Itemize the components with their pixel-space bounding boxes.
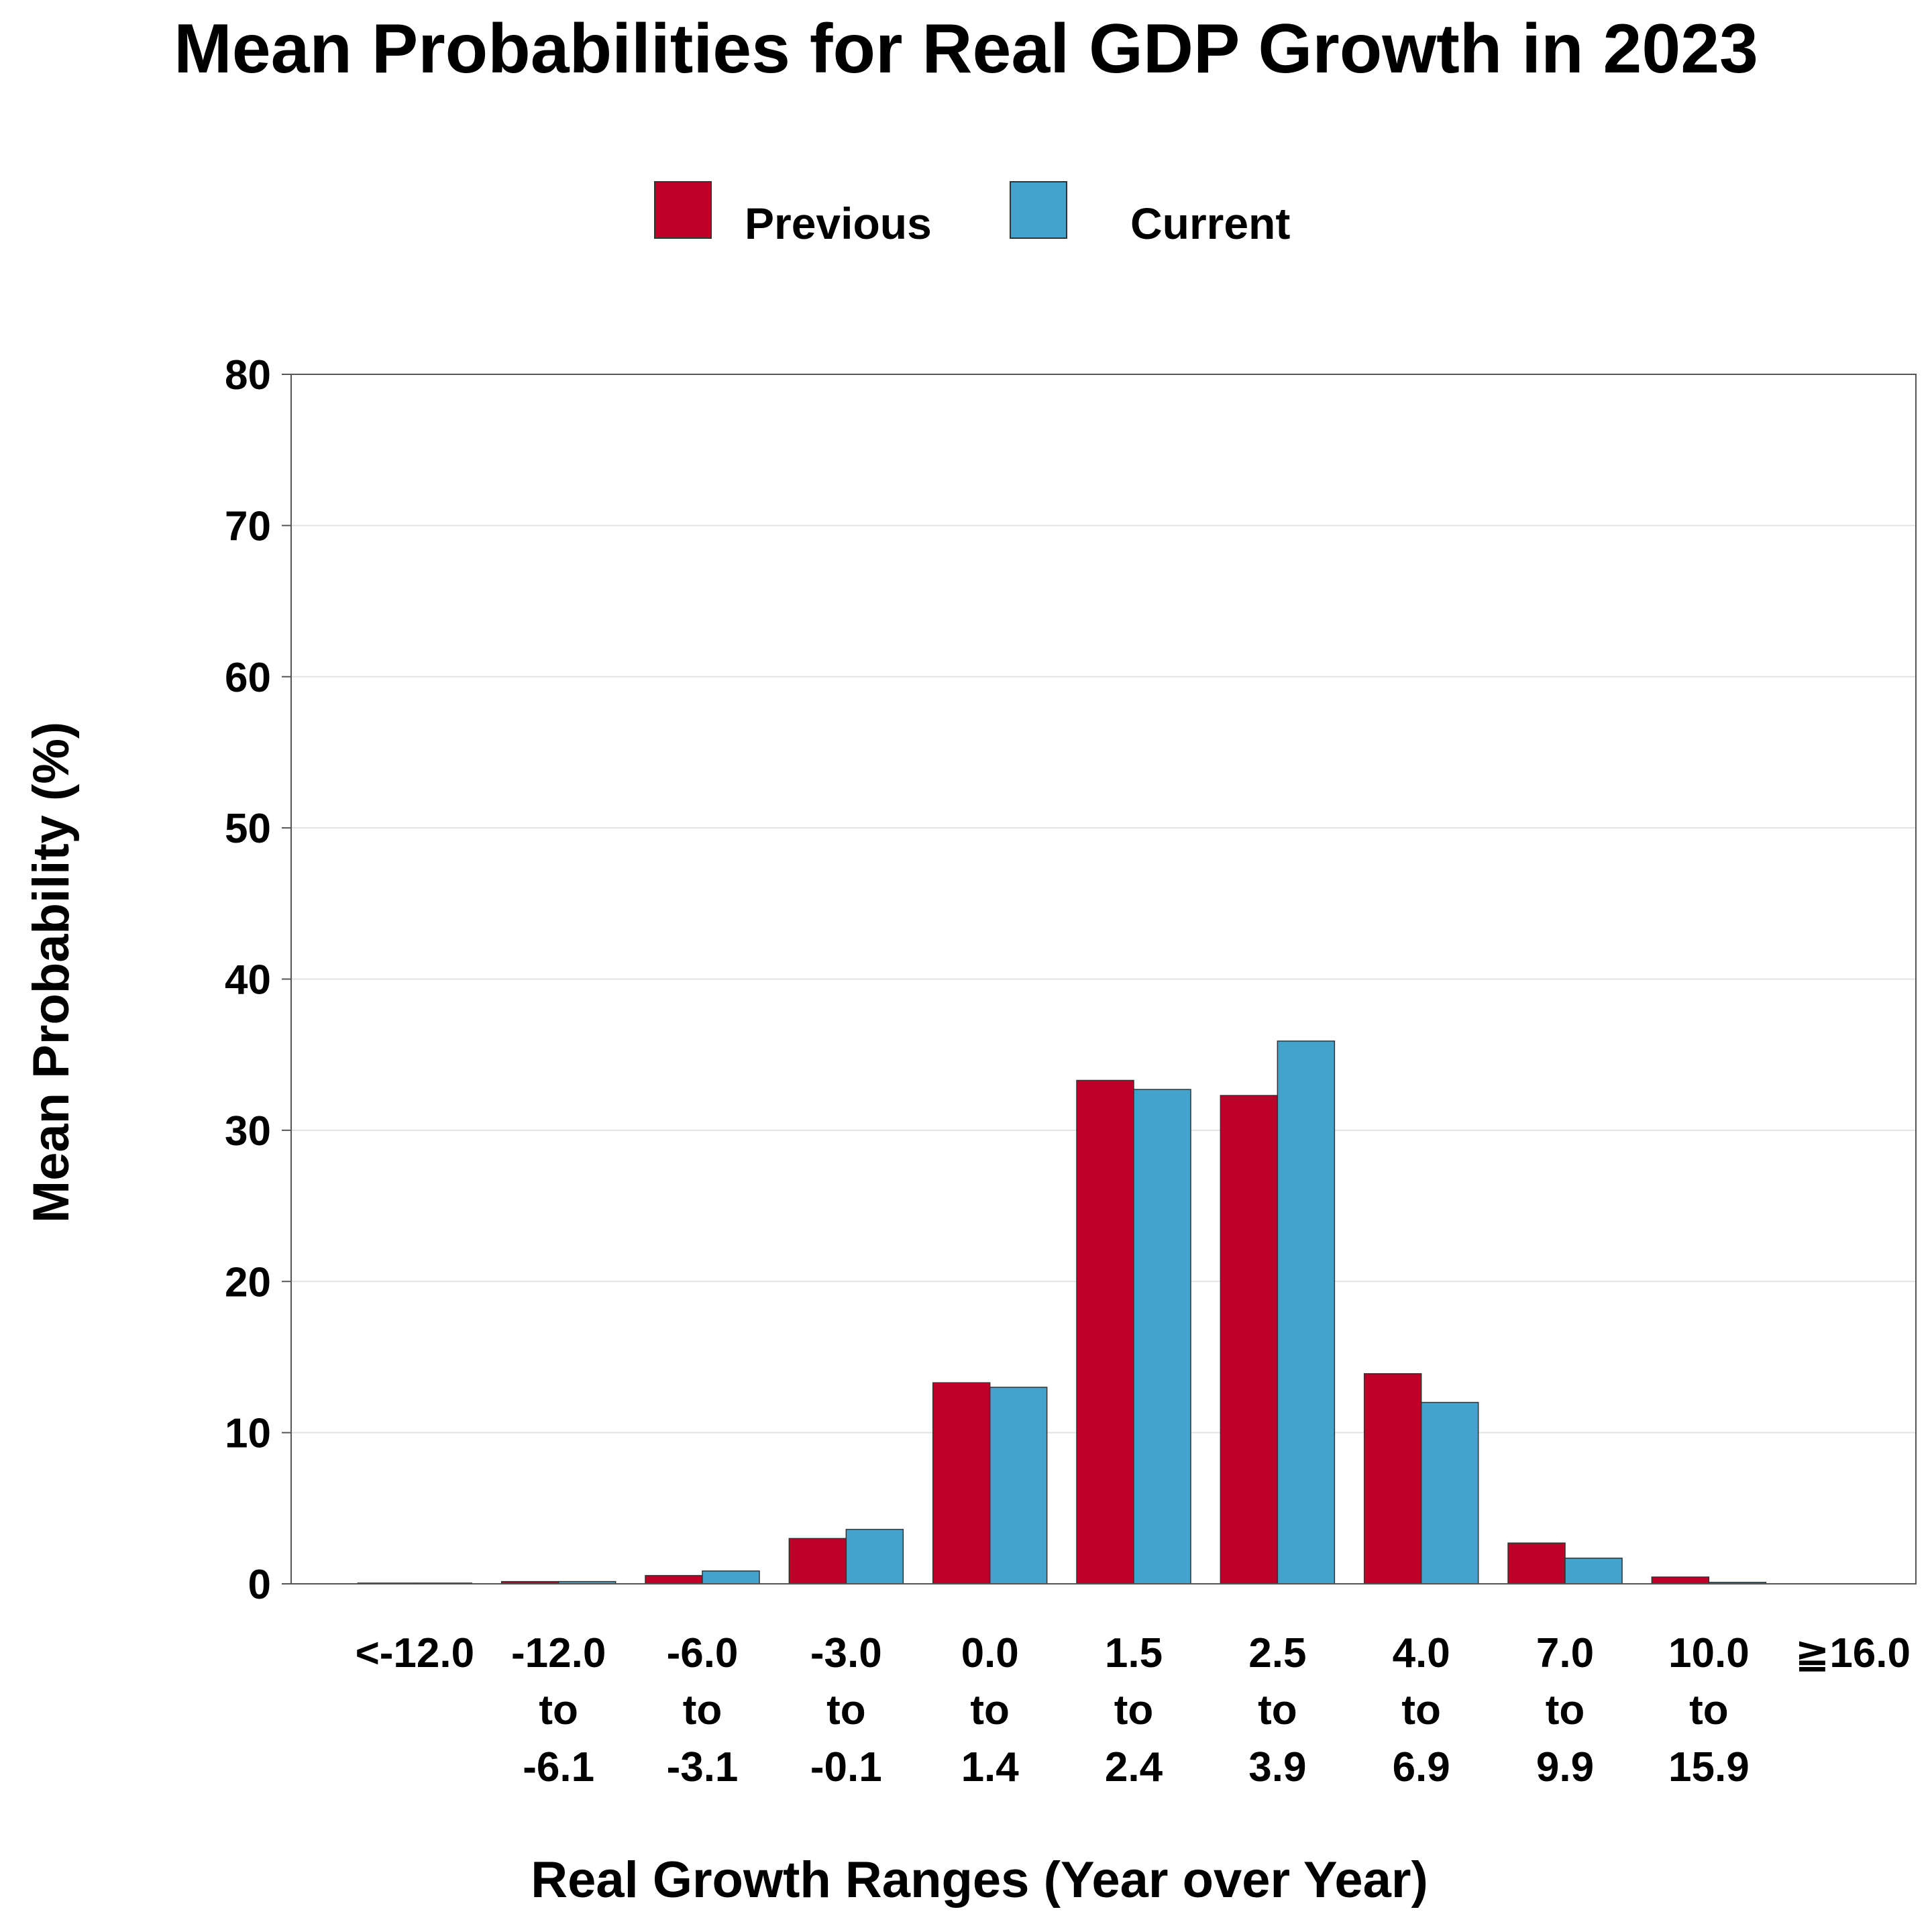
- x-category-label: 7.0: [1536, 1630, 1594, 1676]
- x-category-label: -3.0: [810, 1630, 882, 1676]
- x-category-label: to: [1258, 1687, 1297, 1733]
- x-category-label: -6.1: [523, 1744, 594, 1790]
- bar-current-6: [1277, 1040, 1336, 1585]
- x-category-label: 9.9: [1536, 1744, 1594, 1790]
- bar-previous-7: [1363, 1373, 1422, 1585]
- chart-title: Mean Probabilities for Real GDP Growth i…: [174, 10, 1758, 88]
- bar-current-7: [1420, 1401, 1479, 1585]
- bar-previous-2: [645, 1574, 703, 1585]
- x-category-label: 6.9: [1393, 1744, 1450, 1790]
- x-category-label: 3.9: [1248, 1744, 1306, 1790]
- x-category-label: 15.9: [1668, 1744, 1750, 1790]
- x-axis-title: Real Growth Ranges (Year over Year): [531, 1851, 1428, 1909]
- x-category-label: 1.5: [1105, 1630, 1163, 1676]
- y-tick-label: 0: [248, 1562, 271, 1608]
- bars: [357, 1040, 1767, 1585]
- bar-current-2: [702, 1570, 760, 1585]
- x-category-label: -0.1: [810, 1744, 882, 1790]
- x-category-label: to: [826, 1687, 866, 1733]
- y-axis-ticks: 0 10 20 30 40 50 60 70 80: [225, 352, 291, 1608]
- y-tick-label: 10: [225, 1411, 271, 1457]
- x-category-label: to: [539, 1687, 578, 1733]
- bar-previous-9: [1651, 1576, 1710, 1585]
- x-category-label: ≧16.0: [1794, 1630, 1911, 1676]
- x-category-label: 2.5: [1248, 1630, 1306, 1676]
- y-tick-label: 60: [225, 655, 271, 701]
- x-category-label: -12.0: [511, 1630, 606, 1676]
- legend-label-previous: Previous: [745, 199, 932, 248]
- bar-current-4: [989, 1387, 1048, 1585]
- legend: Previous Current: [0, 181, 1932, 255]
- x-category-label: -6.0: [667, 1630, 739, 1676]
- x-category-label: 10.0: [1668, 1630, 1750, 1676]
- bar-previous-6: [1220, 1095, 1279, 1585]
- bar-current-3: [845, 1529, 904, 1585]
- x-category-label: 4.0: [1393, 1630, 1450, 1676]
- y-tick-label: 30: [225, 1108, 271, 1155]
- x-category-label: to: [970, 1687, 1010, 1733]
- bar-previous-8: [1507, 1542, 1566, 1585]
- legend-label-current: Current: [1130, 199, 1291, 248]
- x-axis-categories: <-12.0 -12.0 to -6.1 -6.0 to -3.1 -3.0 to -0.1 0.0…: [356, 1630, 1911, 1790]
- x-category-label: 1.4: [961, 1744, 1020, 1790]
- y-tick-label: 20: [225, 1259, 271, 1305]
- legend-swatch-previous: [654, 181, 712, 239]
- x-category-label: to: [1546, 1687, 1585, 1733]
- y-tick-label: 50: [225, 806, 271, 852]
- y-axis-title: Mean Probability (%): [23, 722, 80, 1223]
- bar-current-5: [1133, 1089, 1191, 1585]
- x-category-label: 0.0: [961, 1630, 1019, 1676]
- x-category-label: to: [1689, 1687, 1729, 1733]
- x-category-label: to: [1114, 1687, 1154, 1733]
- legend-swatch-current: [1010, 181, 1067, 239]
- x-category-label: -3.1: [667, 1744, 739, 1790]
- y-tick-label: 70: [225, 503, 271, 549]
- y-tick-label: 80: [225, 352, 271, 398]
- bar-previous-3: [788, 1538, 847, 1585]
- x-category-label: <-12.0: [356, 1630, 475, 1676]
- x-category-label: 2.4: [1105, 1744, 1163, 1790]
- bar-previous-5: [1076, 1079, 1134, 1585]
- y-tick-label: 40: [225, 957, 271, 1004]
- bar-current-8: [1564, 1557, 1623, 1585]
- x-category-label: to: [683, 1687, 722, 1733]
- x-category-label: to: [1401, 1687, 1441, 1733]
- bar-previous-4: [932, 1382, 991, 1585]
